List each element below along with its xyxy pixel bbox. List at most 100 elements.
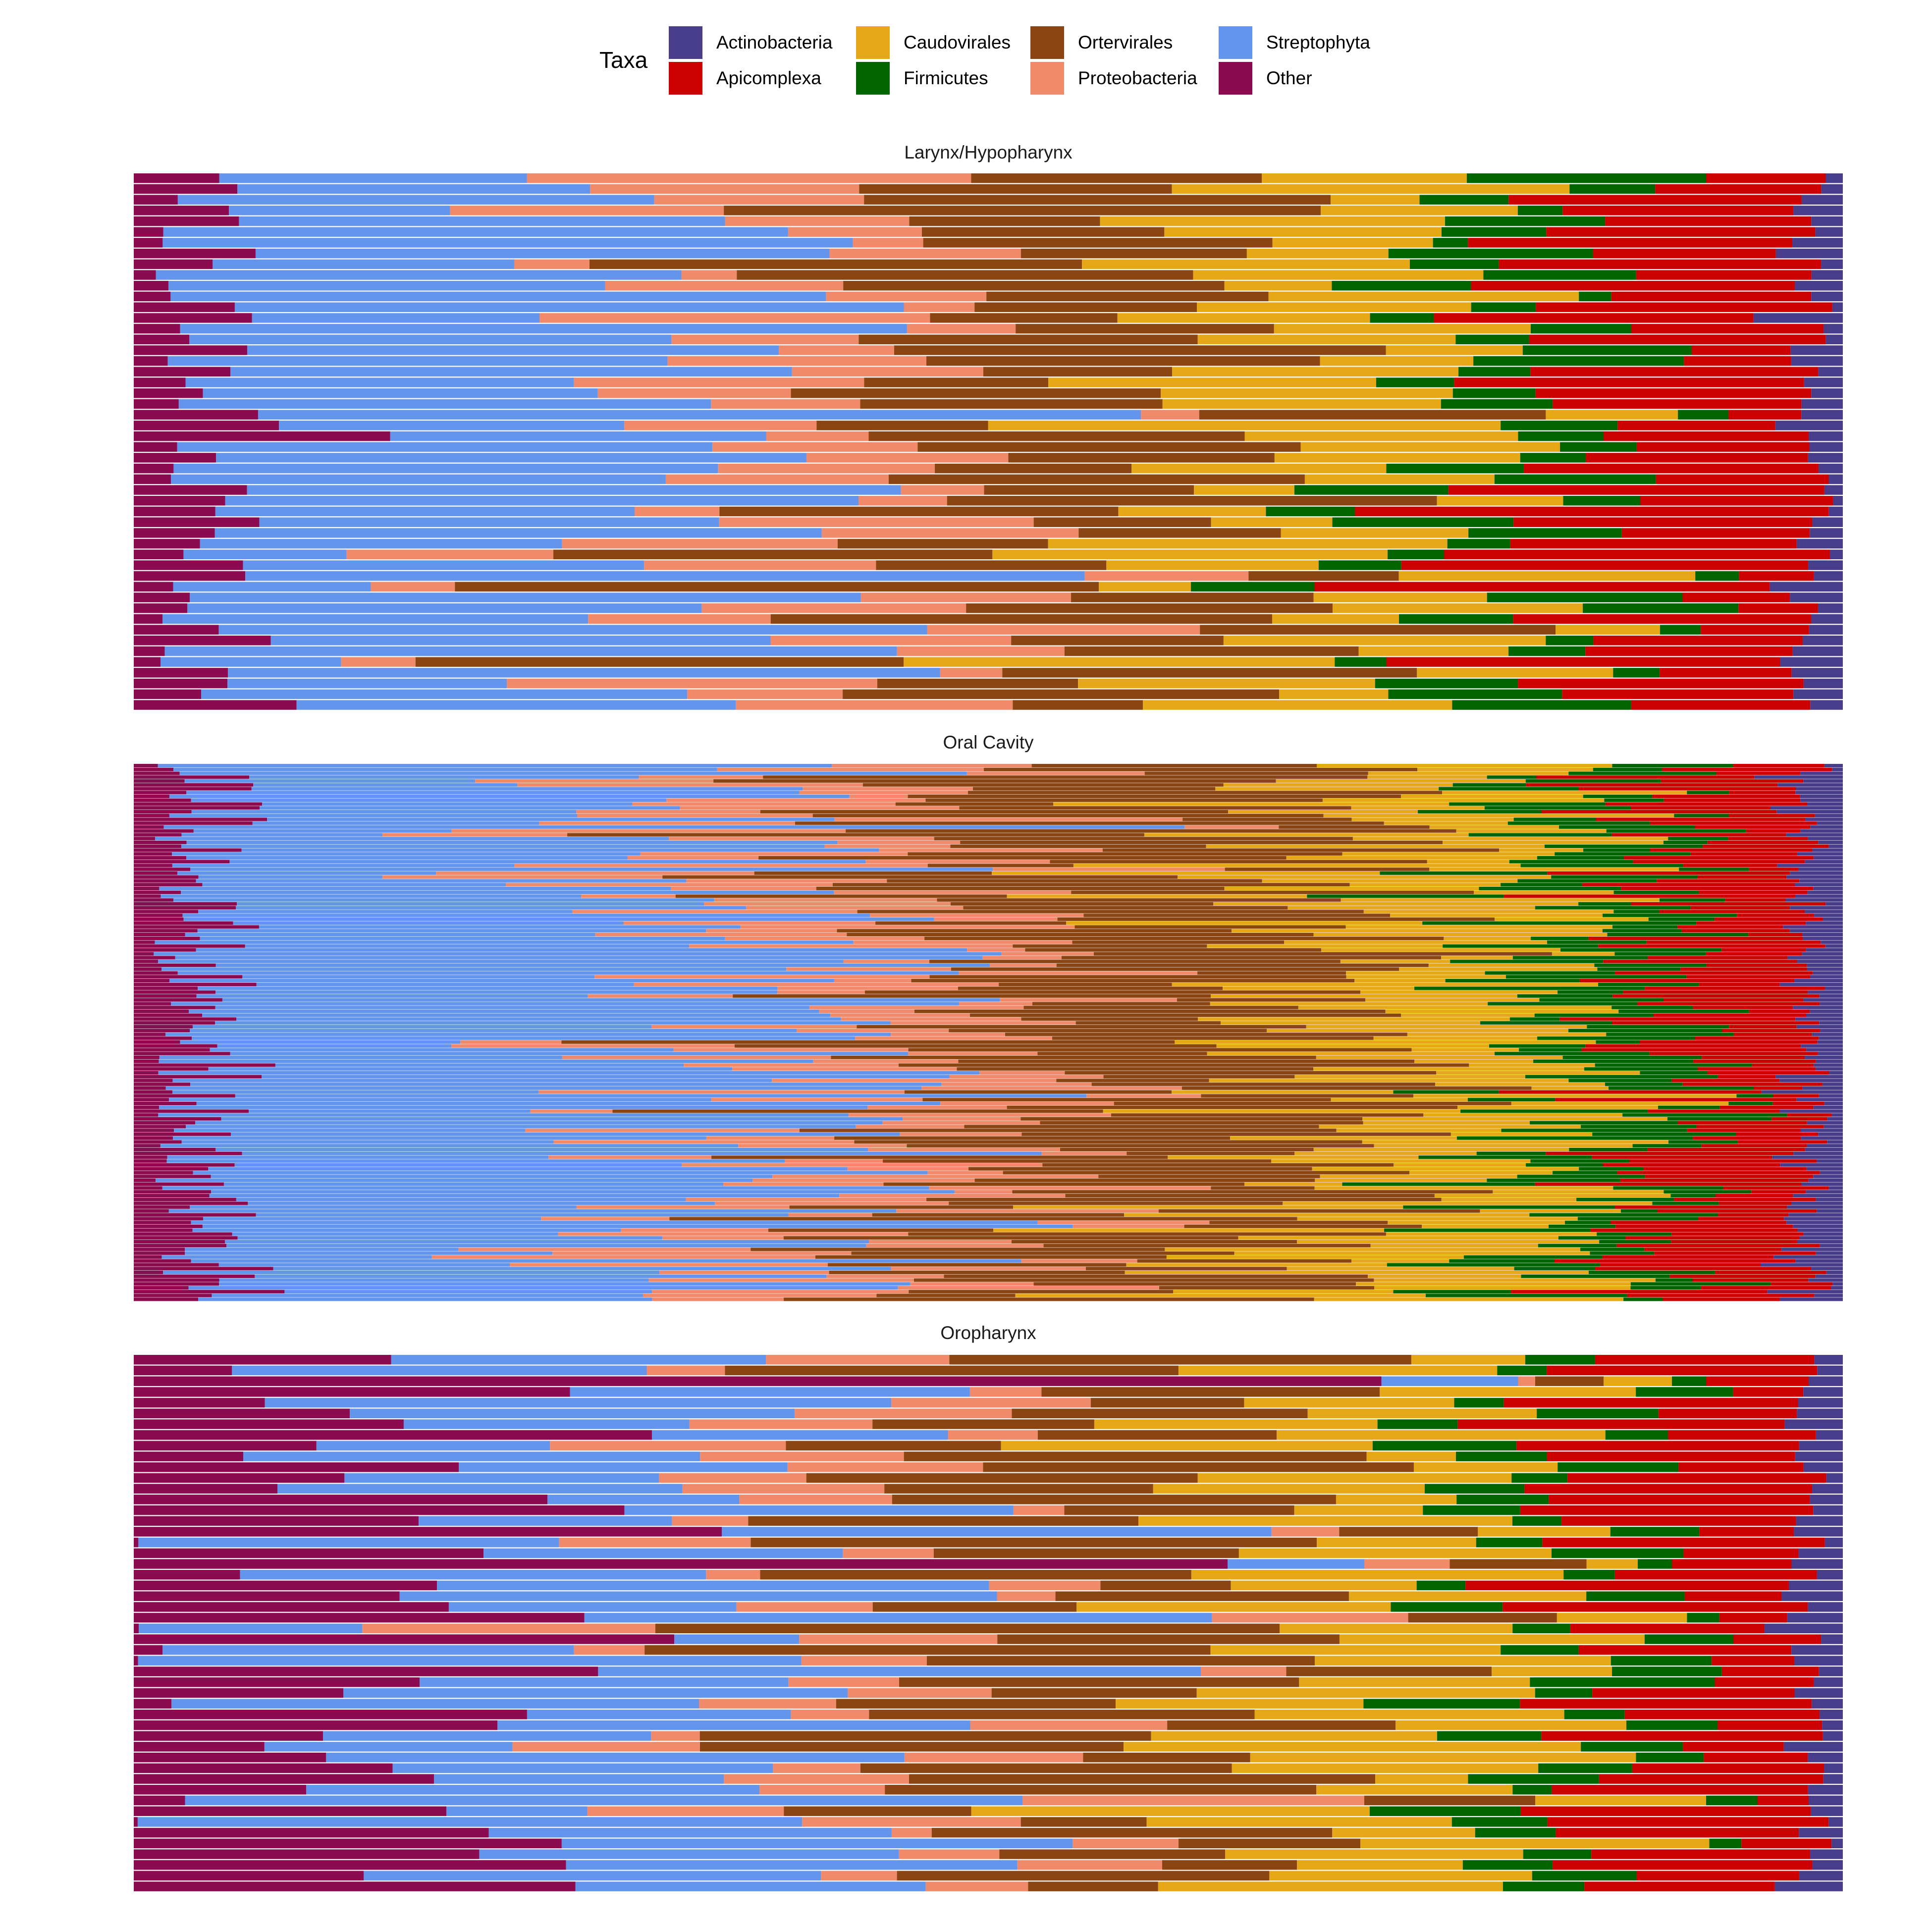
segment-other bbox=[134, 1785, 307, 1795]
segment-ortervirales bbox=[828, 1263, 1127, 1267]
segment-ortervirales bbox=[926, 1656, 1315, 1666]
segment-ortervirales bbox=[662, 875, 1178, 879]
segment-apicomplexa bbox=[1625, 1236, 1800, 1240]
segment-ortervirales bbox=[926, 356, 1320, 366]
segment-other bbox=[134, 1175, 211, 1179]
segment-firmicutes bbox=[1644, 1634, 1733, 1644]
segment-actinobacteria bbox=[1781, 1247, 1843, 1251]
segment-actinobacteria bbox=[1832, 302, 1843, 312]
segment-firmicutes bbox=[1377, 1419, 1458, 1429]
bar-oral-cavity-sample-5 bbox=[134, 779, 1843, 783]
segment-actinobacteria bbox=[1807, 802, 1843, 806]
segment-firmicutes bbox=[1612, 1666, 1722, 1676]
segment-ortervirales bbox=[1162, 1860, 1297, 1870]
segment-caudovirales bbox=[1078, 678, 1375, 689]
segment-proteobacteria bbox=[777, 990, 865, 994]
segment-caudovirales bbox=[1322, 798, 1605, 802]
segment-other bbox=[134, 1473, 345, 1483]
segment-ortervirales bbox=[894, 345, 1386, 355]
segment-other bbox=[134, 1121, 196, 1125]
segment-streptophyta bbox=[561, 1838, 1073, 1848]
segment-actinobacteria bbox=[1823, 1774, 1843, 1784]
segment-proteobacteria bbox=[346, 549, 554, 559]
segment-streptophyta bbox=[399, 1591, 997, 1601]
segment-actinobacteria bbox=[1825, 1537, 1843, 1548]
segment-ortervirales bbox=[934, 837, 1353, 841]
segment-other bbox=[134, 1376, 1382, 1386]
segment-proteobacteria bbox=[859, 496, 947, 506]
segment-other bbox=[134, 1278, 219, 1282]
segment-apicomplexa bbox=[1736, 1132, 1819, 1136]
segment-ortervirales bbox=[1225, 867, 1430, 871]
segment-actinobacteria bbox=[1832, 1282, 1843, 1286]
bar-larynx-hypopharynx-sample-41 bbox=[134, 603, 1843, 613]
segment-ortervirales bbox=[851, 1251, 1234, 1255]
segment-proteobacteria bbox=[779, 345, 894, 355]
segment-firmicutes bbox=[1487, 1179, 1620, 1182]
segment-apicomplexa bbox=[1696, 1125, 1824, 1128]
segment-actinobacteria bbox=[1824, 764, 1843, 768]
legend-item-firmicutes: Firmicutes bbox=[856, 62, 988, 95]
bar-larynx-hypopharynx-sample-39 bbox=[134, 582, 1843, 592]
segment-caudovirales bbox=[1375, 1774, 1468, 1784]
segment-firmicutes bbox=[1610, 1656, 1712, 1666]
segment-ortervirales bbox=[957, 1067, 1314, 1071]
bar-larynx-hypopharynx-sample-40 bbox=[134, 592, 1843, 602]
segment-apicomplexa bbox=[1562, 689, 1794, 699]
segment-streptophyta bbox=[212, 1293, 643, 1297]
segment-caudovirales bbox=[1220, 1021, 1480, 1025]
bar-oropharynx-sample-9 bbox=[134, 1441, 1843, 1451]
segment-caudovirales bbox=[1281, 528, 1469, 538]
segment-proteobacteria bbox=[788, 1213, 872, 1217]
segment-other bbox=[134, 990, 216, 994]
segment-proteobacteria bbox=[460, 1040, 562, 1044]
segment-proteobacteria bbox=[891, 1267, 1086, 1271]
segment-caudovirales bbox=[1366, 1451, 1456, 1461]
bar-oropharynx-sample-50 bbox=[134, 1881, 1843, 1891]
segment-other bbox=[134, 1048, 210, 1052]
segment-ortervirales bbox=[1021, 1132, 1451, 1136]
segment-caudovirales bbox=[1211, 517, 1333, 527]
segment-other bbox=[134, 1036, 192, 1040]
legend-label-caudovirales: Caudovirales bbox=[904, 32, 1011, 53]
segment-proteobacteria bbox=[724, 1774, 909, 1784]
segment-firmicutes bbox=[1393, 1090, 1499, 1094]
segment-proteobacteria bbox=[940, 1102, 1114, 1106]
bar-oral-cavity-sample-118 bbox=[134, 1213, 1843, 1217]
bar-oral-cavity-sample-29 bbox=[134, 871, 1843, 875]
segment-other bbox=[134, 1125, 186, 1128]
segment-apicomplexa bbox=[1698, 1217, 1784, 1221]
segment-firmicutes bbox=[1514, 1267, 1596, 1271]
segment-other bbox=[134, 1795, 185, 1806]
segment-ortervirales bbox=[829, 1271, 1125, 1275]
segment-caudovirales bbox=[1283, 1201, 1653, 1205]
segment-apicomplexa bbox=[1516, 1441, 1799, 1451]
segment-proteobacteria bbox=[550, 1441, 786, 1451]
segment-other bbox=[134, 323, 180, 334]
segment-proteobacteria bbox=[666, 798, 926, 802]
segment-firmicutes bbox=[1519, 1048, 1582, 1052]
segment-firmicutes bbox=[1418, 810, 1542, 814]
bar-oral-cavity-sample-43 bbox=[134, 925, 1843, 929]
segment-proteobacteria bbox=[1022, 1795, 1364, 1806]
segment-apicomplexa bbox=[1314, 582, 1770, 592]
segment-firmicutes bbox=[1709, 1838, 1742, 1848]
segment-caudovirales bbox=[988, 421, 1501, 430]
segment-other bbox=[134, 1059, 159, 1063]
bar-oral-cavity-sample-18 bbox=[134, 829, 1843, 833]
segment-other bbox=[134, 689, 202, 699]
segment-other bbox=[134, 270, 156, 280]
segment-apicomplexa bbox=[1660, 668, 1792, 678]
segment-ortervirales bbox=[799, 1128, 1337, 1132]
segment-apicomplexa bbox=[1541, 810, 1777, 814]
segment-firmicutes bbox=[1595, 1063, 1752, 1067]
segment-firmicutes bbox=[1560, 442, 1637, 452]
segment-caudovirales bbox=[1441, 956, 1513, 960]
bar-oral-cavity-sample-138 bbox=[134, 1289, 1843, 1293]
bar-oral-cavity-sample-127 bbox=[134, 1247, 1843, 1251]
segment-caudovirales bbox=[1380, 1387, 1636, 1397]
bar-oropharynx-sample-16 bbox=[134, 1516, 1843, 1526]
bar-oral-cavity-sample-97 bbox=[134, 1132, 1843, 1136]
segment-caudovirales bbox=[1436, 1071, 1640, 1075]
segment-caudovirales bbox=[1443, 841, 1664, 845]
